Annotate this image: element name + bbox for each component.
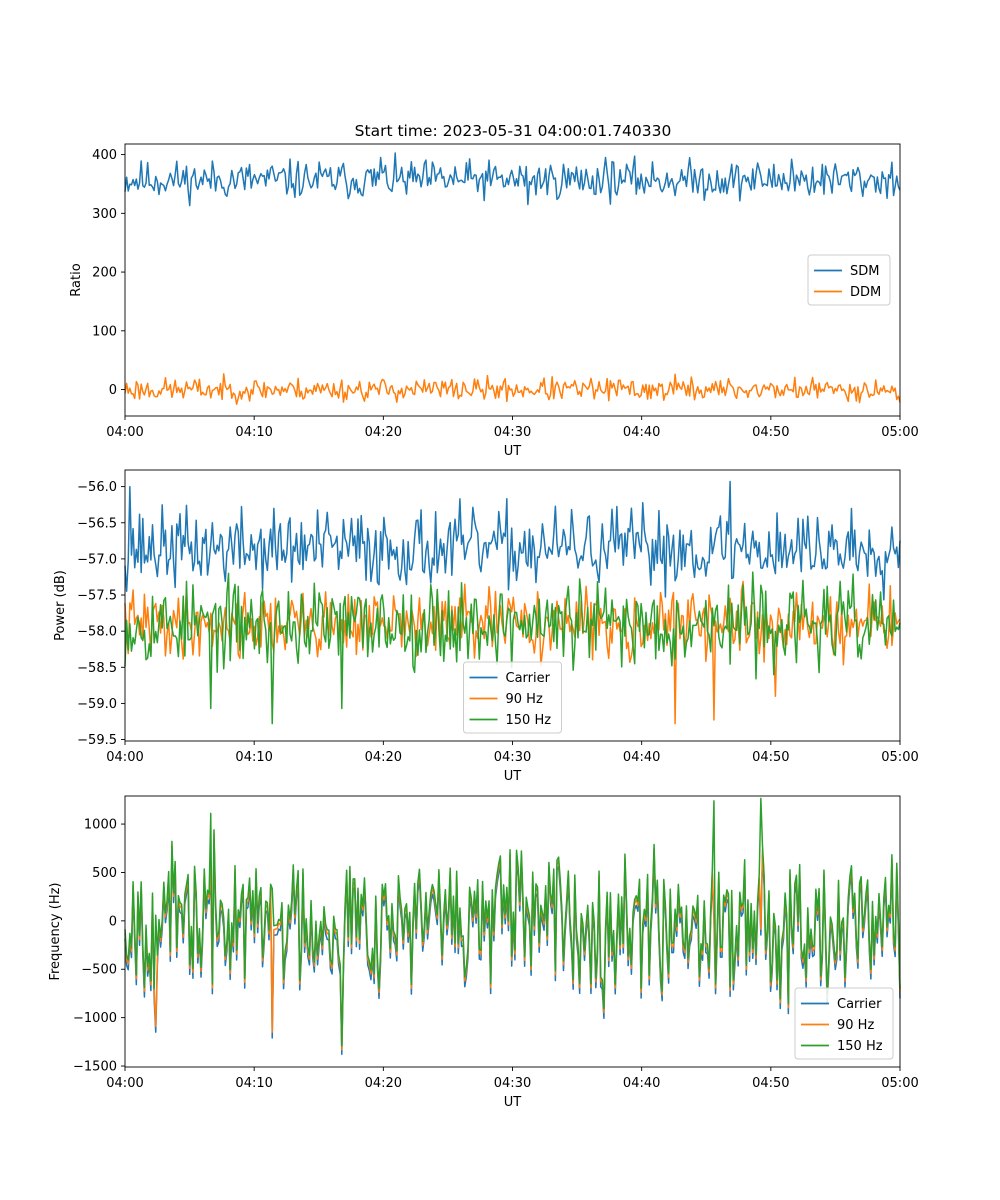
y-tick-label: −58.5 xyxy=(77,661,117,676)
x-tick-label: 04:20 xyxy=(365,1076,402,1091)
x-tick-label: 04:40 xyxy=(623,750,660,765)
legend-box xyxy=(807,254,891,306)
y-tick-label: −59.0 xyxy=(77,697,117,712)
x-tick-label: 04:40 xyxy=(623,1076,660,1091)
x-tick-label: 04:30 xyxy=(494,750,531,765)
y-axis-label: Frequency (Hz) xyxy=(48,882,63,980)
x-tick-label: 05:00 xyxy=(881,425,918,440)
legend-entry: Carrier xyxy=(837,997,882,1012)
y-tick-label: −56.0 xyxy=(77,480,117,495)
y-axis-label: Ratio xyxy=(69,263,84,296)
series-line-ddm xyxy=(124,373,901,405)
legend: Carrier 90 Hz 150 Hz xyxy=(463,661,562,734)
x-tick-label: 04:00 xyxy=(106,1076,143,1091)
y-tick-label: 1000 xyxy=(84,818,117,833)
legend-entry: 150 Hz xyxy=(506,713,552,728)
y-tick-label: 100 xyxy=(92,324,117,339)
y-tick-label: −59.5 xyxy=(77,733,117,748)
y-tick-label: 400 xyxy=(92,148,117,163)
x-tick-label: 04:20 xyxy=(365,750,402,765)
legend-entry: 90 Hz xyxy=(837,1018,874,1033)
series-line-150-hz xyxy=(124,797,901,1047)
y-tick-label: −1500 xyxy=(73,1060,117,1075)
legend-entry: Carrier xyxy=(506,671,551,686)
x-tick-label: 04:30 xyxy=(494,1076,531,1091)
series-line-sdm xyxy=(124,152,901,207)
x-tick-label: 04:10 xyxy=(235,425,272,440)
x-tick-label: 04:10 xyxy=(235,1076,272,1091)
y-axis-label: Power (dB) xyxy=(53,570,68,641)
y-tick-label: −57.0 xyxy=(77,552,117,567)
x-axis-label: UT xyxy=(504,444,522,459)
chart-panel-2: 04:00 04:10 04:20 04:30 04:40 04:50 05:00 UT −59… xyxy=(53,469,919,784)
x-tick-label: 04:40 xyxy=(623,425,660,440)
y-tick-label: −58.0 xyxy=(77,625,117,640)
x-tick-label: 04:00 xyxy=(106,750,143,765)
y-tick-label: −1000 xyxy=(73,1011,117,1026)
chart-panel-1: 04:00 04:10 04:20 04:30 04:40 04:50 05:00 UT 0 10… xyxy=(69,143,919,459)
x-axis-label: UT xyxy=(504,1095,522,1110)
y-tick-label: −500 xyxy=(81,963,117,978)
x-tick-label: 04:50 xyxy=(752,750,789,765)
x-tick-label: 04:30 xyxy=(494,425,531,440)
series-line-150-hz xyxy=(124,571,901,725)
y-tick-label: −56.5 xyxy=(77,516,117,531)
y-tick-label: 0 xyxy=(109,914,117,929)
y-tick-label: 300 xyxy=(92,207,117,222)
legend-entry: 90 Hz xyxy=(506,692,543,707)
y-tick-label: 500 xyxy=(92,866,117,881)
x-tick-label: 04:50 xyxy=(752,1076,789,1091)
x-axis-label: UT xyxy=(504,769,522,784)
chart-panel-3: 04:00 04:10 04:20 04:30 04:40 04:50 05:00 UT −15… xyxy=(48,795,919,1110)
figure-title: Start time: 2023-05-31 04:00:01.740330 xyxy=(355,122,672,140)
x-tick-label: 05:00 xyxy=(881,1076,918,1091)
legend-entry: SDM xyxy=(850,264,879,279)
legend-entry: 150 Hz xyxy=(837,1039,883,1054)
x-tick-label: 05:00 xyxy=(881,750,918,765)
x-tick-label: 04:50 xyxy=(752,425,789,440)
series-line-90-hz xyxy=(124,580,901,725)
legend-box xyxy=(794,987,894,1060)
x-tick-label: 04:20 xyxy=(365,425,402,440)
y-tick-label: 200 xyxy=(92,266,117,281)
plot-frame xyxy=(124,143,901,417)
legend: Carrier 90 Hz 150 Hz xyxy=(794,987,894,1060)
x-tick-label: 04:00 xyxy=(106,425,143,440)
x-tick-label: 04:10 xyxy=(235,750,272,765)
legend-box xyxy=(463,661,562,734)
y-tick-label: 0 xyxy=(109,383,117,398)
y-tick-label: −57.5 xyxy=(77,589,117,604)
legend: SDM DDM xyxy=(807,254,891,306)
legend-entry: DDM xyxy=(850,285,881,300)
series-line-carrier xyxy=(124,480,901,601)
